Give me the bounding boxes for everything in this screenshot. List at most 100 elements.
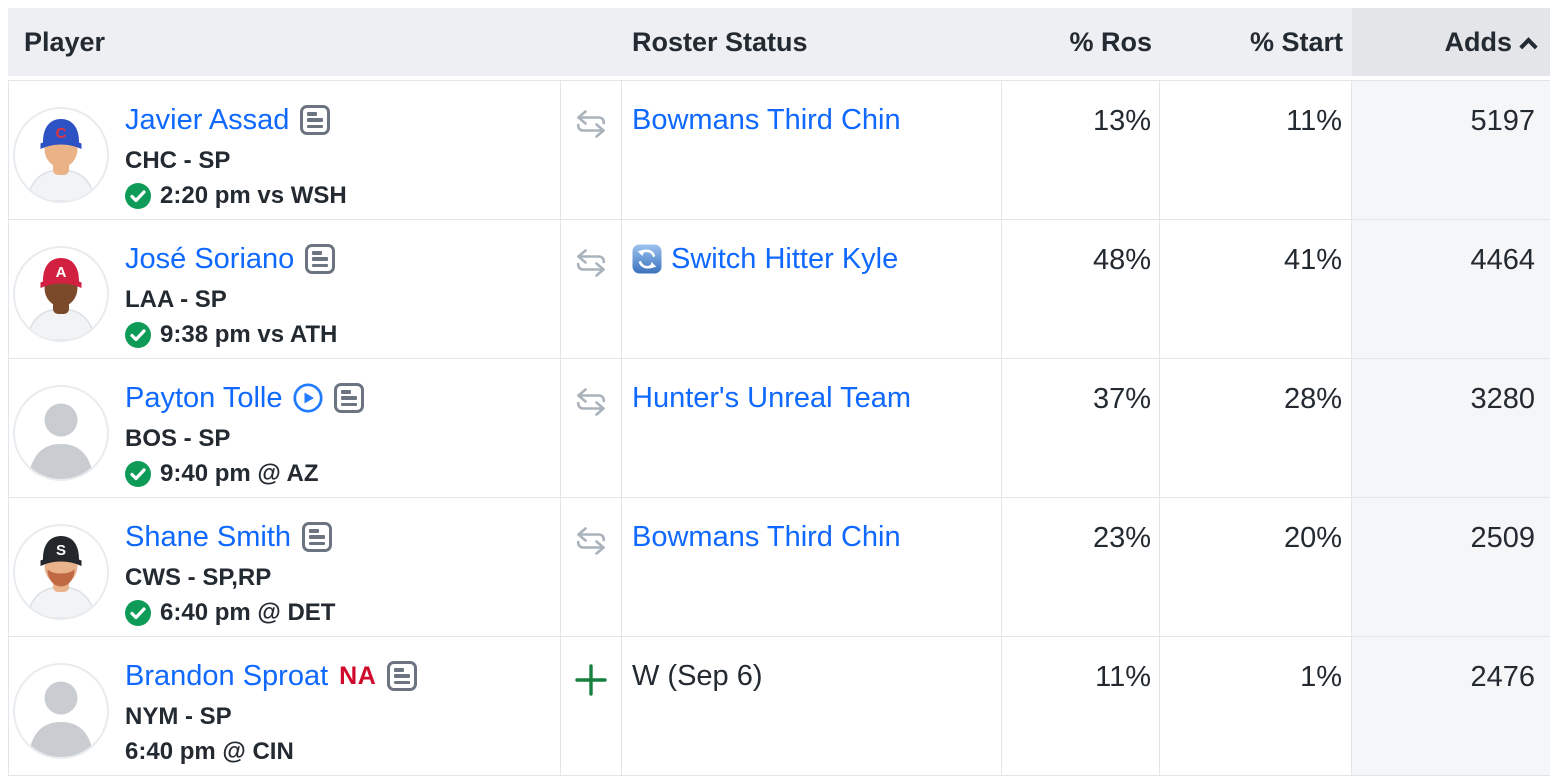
player-cell: S Shane Smith CWS - SP,RP: [8, 498, 561, 636]
swap-player-icon[interactable]: [575, 248, 607, 278]
pct-start-value: 41%: [1160, 220, 1352, 358]
confirmed-check-icon: [125, 322, 151, 348]
player-cell: Brandon Sproat NA NYM - SP 6:40 pm @ CIN: [8, 637, 561, 775]
player-game-info: 2:20 pm vs WSH: [125, 182, 347, 210]
player-game-info: 6:40 pm @ DET: [125, 599, 335, 627]
confirmed-check-icon: [125, 600, 151, 626]
adds-value: 2476: [1352, 637, 1550, 775]
column-header-roster-status: Roster Status: [632, 26, 808, 57]
player-name-link[interactable]: Javier Assad: [125, 103, 290, 136]
game-time-opponent: 9:38 pm vs ATH: [160, 321, 338, 348]
table-row: A José Soriano LAA - SP: [8, 220, 1550, 359]
adds-value: 5197: [1352, 81, 1550, 219]
player-note-icon[interactable]: [387, 661, 418, 691]
player-team-position: CWS - SP,RP: [125, 564, 272, 591]
generic-player-silhouette: [28, 681, 94, 757]
player-avatar[interactable]: [13, 385, 109, 481]
video-play-icon[interactable]: [293, 383, 324, 413]
roster-status-cell: Switch Hitter Kyle: [622, 220, 1002, 358]
pct-rostered-value: 37%: [1002, 359, 1160, 497]
player-team-position: CHC - SP: [125, 147, 231, 174]
player-note-icon[interactable]: [305, 244, 336, 274]
player-name-link[interactable]: Shane Smith: [125, 520, 292, 553]
roster-status-cell: W (Sep 6): [622, 637, 1002, 775]
player-info: Payton Tolle BOS - SP: [125, 380, 365, 488]
player-info: Brandon Sproat NA NYM - SP 6:40 pm @ CIN: [125, 658, 418, 766]
player-avatar[interactable]: C: [13, 107, 109, 203]
pct-rostered-value: 11%: [1002, 637, 1160, 775]
adds-value: 3280: [1352, 359, 1550, 497]
player-team-position: BOS - SP: [125, 425, 231, 452]
player-name-link[interactable]: Brandon Sproat: [125, 659, 329, 692]
adds-header-label: Adds: [1444, 26, 1513, 57]
player-name-link[interactable]: Payton Tolle: [125, 381, 283, 414]
arrows-cycle-emoji-icon: [632, 244, 662, 274]
svg-text:C: C: [56, 125, 67, 142]
column-header-player: Player: [24, 26, 106, 57]
action-cell: [561, 637, 622, 775]
player-name-link[interactable]: José Soriano: [125, 242, 295, 275]
player-avatar[interactable]: S: [13, 524, 109, 620]
sort-chevron-up-icon: [1519, 36, 1538, 56]
column-header-adds-sorted[interactable]: Adds: [1352, 8, 1550, 76]
swap-player-icon[interactable]: [575, 109, 607, 139]
player-note-icon[interactable]: [334, 383, 365, 413]
player-game-info: 9:38 pm vs ATH: [125, 321, 337, 349]
roster-team-link[interactable]: Hunter's Unreal Team: [632, 382, 912, 414]
action-cell: [561, 498, 622, 636]
action-cell: [561, 220, 622, 358]
player-cell: C Javier Assad CHC - SP: [8, 81, 561, 219]
na-status-badge: NA: [339, 661, 377, 690]
player-headshot: S: [26, 536, 96, 618]
player-game-info: 6:40 pm @ CIN: [125, 738, 417, 766]
action-cell: [561, 359, 622, 497]
pct-start-value: 20%: [1160, 498, 1352, 636]
pct-rostered-value: 13%: [1002, 81, 1160, 219]
game-time-opponent: 6:40 pm @ DET: [160, 599, 336, 626]
pct-start-value: 28%: [1160, 359, 1352, 497]
table-row: Brandon Sproat NA NYM - SP 6:40 pm @ CIN: [8, 637, 1550, 776]
player-cell: Payton Tolle BOS - SP: [8, 359, 561, 497]
pct-start-value: 11%: [1160, 81, 1352, 219]
roster-team-link[interactable]: Switch Hitter Kyle: [671, 243, 899, 275]
action-cell: [561, 81, 622, 219]
svg-text:S: S: [56, 542, 66, 559]
roster-status-cell: Hunter's Unreal Team: [622, 359, 1002, 497]
swap-player-icon[interactable]: [575, 526, 607, 556]
confirmed-check-icon: [125, 183, 151, 209]
player-game-info: 9:40 pm @ AZ: [125, 460, 364, 488]
column-header-pct-ros[interactable]: % Ros: [1069, 26, 1152, 57]
pct-start-value: 1%: [1160, 637, 1352, 775]
table-row: Payton Tolle BOS - SP: [8, 359, 1550, 498]
confirmed-check-icon: [125, 461, 151, 487]
roster-team-link[interactable]: Bowmans Third Chin: [632, 521, 901, 553]
player-note-icon[interactable]: [300, 105, 331, 135]
svg-text:A: A: [56, 264, 67, 281]
table-header: Player Roster Status % Ros % Start Adds: [8, 8, 1550, 76]
add-player-icon[interactable]: [574, 663, 608, 697]
game-time-opponent: 2:20 pm vs WSH: [160, 182, 347, 209]
player-avatar[interactable]: A: [13, 246, 109, 342]
player-info: Javier Assad CHC - SP 2:20 pm vs WSH: [125, 102, 347, 210]
player-info: José Soriano LAA - SP 9:38 pm vs ATH: [125, 241, 337, 349]
player-team-position: NYM - SP: [125, 703, 232, 730]
table-body: C Javier Assad CHC - SP: [8, 80, 1550, 776]
player-avatar[interactable]: [13, 663, 109, 759]
roster-status-cell: Bowmans Third Chin: [622, 498, 1002, 636]
game-time-opponent: 6:40 pm @ CIN: [125, 738, 294, 765]
player-info: Shane Smith CWS - SP,RP 6:40 pm @ DET: [125, 519, 335, 627]
swap-player-icon[interactable]: [575, 387, 607, 417]
pct-rostered-value: 48%: [1002, 220, 1160, 358]
player-team-position: LAA - SP: [125, 286, 227, 313]
game-time-opponent: 9:40 pm @ AZ: [160, 460, 319, 487]
player-headshot: A: [26, 258, 96, 340]
roster-status-cell: Bowmans Third Chin: [622, 81, 1002, 219]
player-headshot: C: [26, 119, 96, 201]
player-cell: A José Soriano LAA - SP: [8, 220, 561, 358]
table-row: C Javier Assad CHC - SP: [8, 81, 1550, 220]
roster-team-link[interactable]: Bowmans Third Chin: [632, 104, 901, 136]
player-note-icon[interactable]: [302, 522, 333, 552]
adds-value: 4464: [1352, 220, 1550, 358]
column-header-pct-start[interactable]: % Start: [1249, 26, 1343, 57]
pct-rostered-value: 23%: [1002, 498, 1160, 636]
